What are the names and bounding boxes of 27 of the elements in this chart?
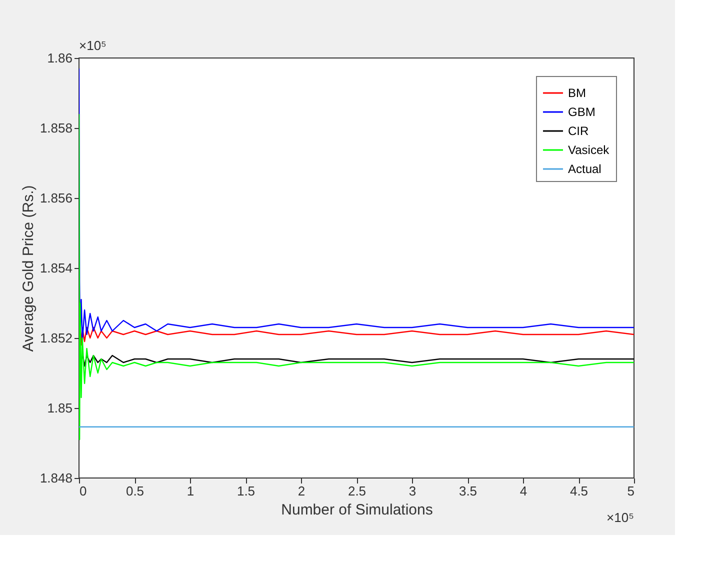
x-tick-label: 2 — [298, 484, 306, 498]
legend-label: CIR — [568, 124, 589, 138]
legend-label: BM — [568, 86, 586, 100]
y-tick-label: 1.848 — [40, 470, 72, 486]
text: ×10⁵ — [79, 38, 106, 53]
y-tick-label: 1.856 — [40, 190, 72, 206]
x-tick-label: 0 — [80, 484, 87, 498]
y-tick-label: 1.86 — [47, 50, 72, 66]
y-tick-label: 1.852 — [40, 330, 72, 346]
x-tick-label: 3.5 — [458, 484, 478, 498]
y-tick-label: 1.854 — [40, 260, 72, 276]
text: ×10⁵ — [606, 510, 634, 525]
x-tick-label: 4 — [520, 484, 528, 498]
legend-label: GBM — [568, 105, 596, 119]
x-tick-label: 2.5 — [348, 484, 366, 498]
legend-label: Actual — [568, 162, 602, 176]
x-tick-label: 1.5 — [236, 484, 256, 498]
y-tick-label: 1.85 — [47, 400, 72, 416]
x-tick-label: 0.5 — [126, 484, 144, 498]
x-tick-label: 5 — [627, 484, 634, 498]
y-axis-title: Average Gold Price (Rs.) — [20, 185, 37, 352]
y-tick-label: 1.858 — [40, 120, 72, 136]
legend-label: Vasicek — [568, 143, 610, 157]
x-tick-label: 3 — [408, 484, 416, 498]
x-tick-label: 1 — [186, 484, 194, 498]
x-axis-title: Number of Simulations — [281, 502, 433, 518]
x-tick-label: 4.5 — [570, 484, 588, 498]
